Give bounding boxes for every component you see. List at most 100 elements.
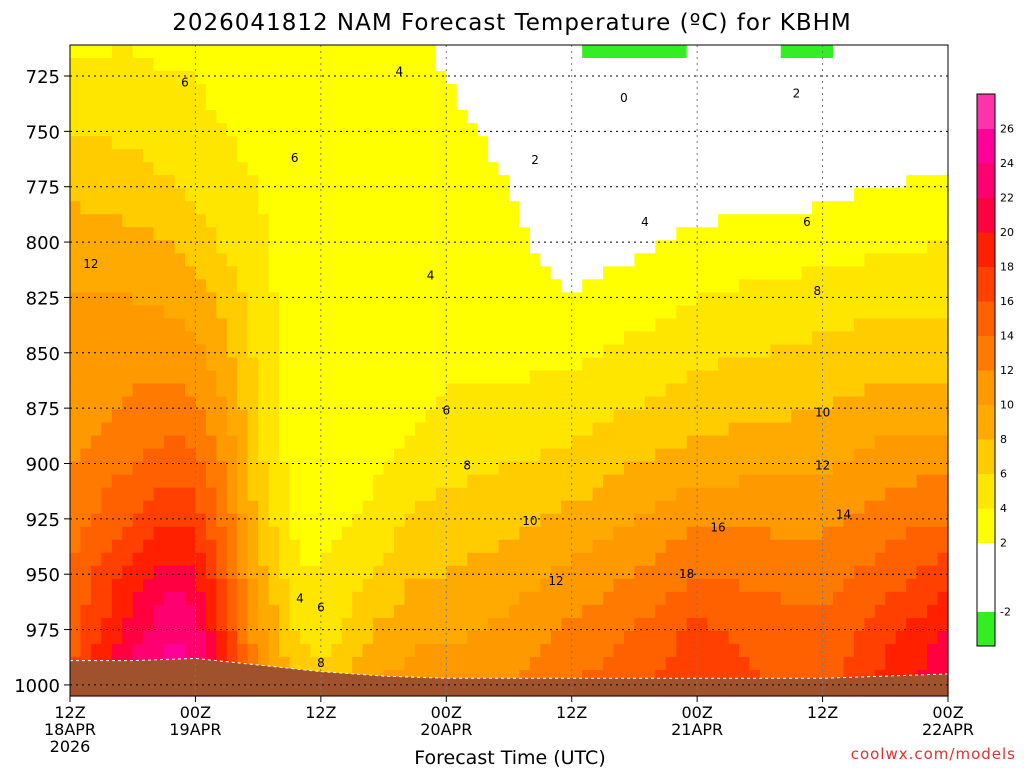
field-cell xyxy=(299,617,311,632)
field-cell xyxy=(174,149,186,163)
field-cell xyxy=(833,253,845,267)
field-cell xyxy=(812,526,824,541)
field-cell xyxy=(906,526,918,541)
field-cell xyxy=(184,97,197,111)
field-cell xyxy=(216,266,228,280)
field-cell xyxy=(603,45,615,59)
field-cell xyxy=(383,201,395,215)
field-cell xyxy=(456,513,468,528)
field-cell xyxy=(676,266,688,280)
field-cell xyxy=(686,318,698,333)
field-cell xyxy=(686,279,698,293)
field-cell xyxy=(404,552,416,567)
field-cell xyxy=(195,357,207,372)
y-tick-label: 1000 xyxy=(14,676,60,697)
field-cell xyxy=(509,175,521,189)
field-cell xyxy=(592,292,604,306)
field-cell xyxy=(143,630,155,645)
field-cell xyxy=(843,149,855,163)
field-cell xyxy=(686,331,698,346)
field-cell xyxy=(174,617,186,632)
field-cell xyxy=(341,422,353,437)
field-cell xyxy=(895,513,907,528)
field-cell xyxy=(927,539,939,554)
field-cell xyxy=(435,604,447,619)
field-cell xyxy=(571,84,583,98)
field-cell xyxy=(184,58,197,72)
field-cell xyxy=(425,474,437,489)
field-cell xyxy=(613,253,625,267)
field-cell xyxy=(226,370,238,385)
field-cell xyxy=(697,331,709,346)
field-cell xyxy=(404,409,416,424)
field-cell xyxy=(320,422,332,437)
field-cell xyxy=(592,357,604,372)
field-cell xyxy=(749,500,761,515)
field-cell xyxy=(707,487,719,502)
field-cell xyxy=(697,97,709,111)
field-cell xyxy=(80,253,92,267)
field-cell xyxy=(571,643,583,658)
field-cell xyxy=(70,513,82,528)
field-cell xyxy=(561,396,573,411)
field-cell xyxy=(927,318,939,333)
field-cell xyxy=(623,110,636,124)
field-cell xyxy=(488,617,500,632)
field-cell xyxy=(874,71,886,85)
field-cell xyxy=(916,123,928,137)
field-cell xyxy=(205,552,217,567)
field-cell xyxy=(916,253,928,267)
credit-link[interactable]: coolwx.com/models xyxy=(851,745,1016,763)
field-cell xyxy=(686,357,698,372)
field-cell xyxy=(738,188,750,202)
field-cell xyxy=(111,513,123,528)
field-cell xyxy=(770,383,782,398)
field-cell xyxy=(864,539,876,554)
field-cell xyxy=(237,149,249,163)
field-cell xyxy=(425,344,437,359)
field-cell xyxy=(331,279,343,293)
field-cell xyxy=(247,84,259,98)
field-cell xyxy=(289,188,301,202)
field-cell xyxy=(874,591,886,606)
field-cell xyxy=(153,370,165,385)
field-cell xyxy=(686,591,698,606)
field-cell xyxy=(906,292,918,306)
field-cell xyxy=(184,45,197,59)
field-cell xyxy=(728,500,740,515)
field-cell xyxy=(205,318,217,333)
field-cell xyxy=(718,565,730,580)
field-cell xyxy=(519,357,531,372)
field-cell xyxy=(488,110,500,124)
field-cell xyxy=(488,357,500,372)
field-cell xyxy=(916,604,928,619)
field-cell xyxy=(529,656,541,671)
field-cell xyxy=(226,500,238,515)
field-cell xyxy=(791,175,803,189)
contour-label: 12 xyxy=(548,574,563,588)
field-cell xyxy=(258,617,270,632)
field-cell xyxy=(540,58,552,72)
x-tick-label: 12Z xyxy=(305,703,336,722)
field-cell xyxy=(843,201,855,215)
field-cell xyxy=(718,526,730,541)
field-cell xyxy=(101,123,113,137)
field-cell xyxy=(592,318,604,333)
field-cell xyxy=(101,630,113,645)
field-cell xyxy=(812,318,824,333)
field-cell xyxy=(561,214,573,228)
field-cell xyxy=(812,71,824,85)
field-cell xyxy=(70,500,82,515)
field-cell xyxy=(331,162,343,176)
field-cell xyxy=(833,45,845,59)
field-cell xyxy=(613,630,625,645)
field-cell xyxy=(310,630,322,645)
field-cell xyxy=(770,175,782,189)
field-cell xyxy=(279,149,291,163)
field-cell xyxy=(644,669,656,684)
field-cell xyxy=(864,396,876,411)
field-cell xyxy=(226,279,238,293)
field-cell xyxy=(561,253,573,267)
field-cell xyxy=(299,487,311,502)
field-cell xyxy=(164,552,176,567)
